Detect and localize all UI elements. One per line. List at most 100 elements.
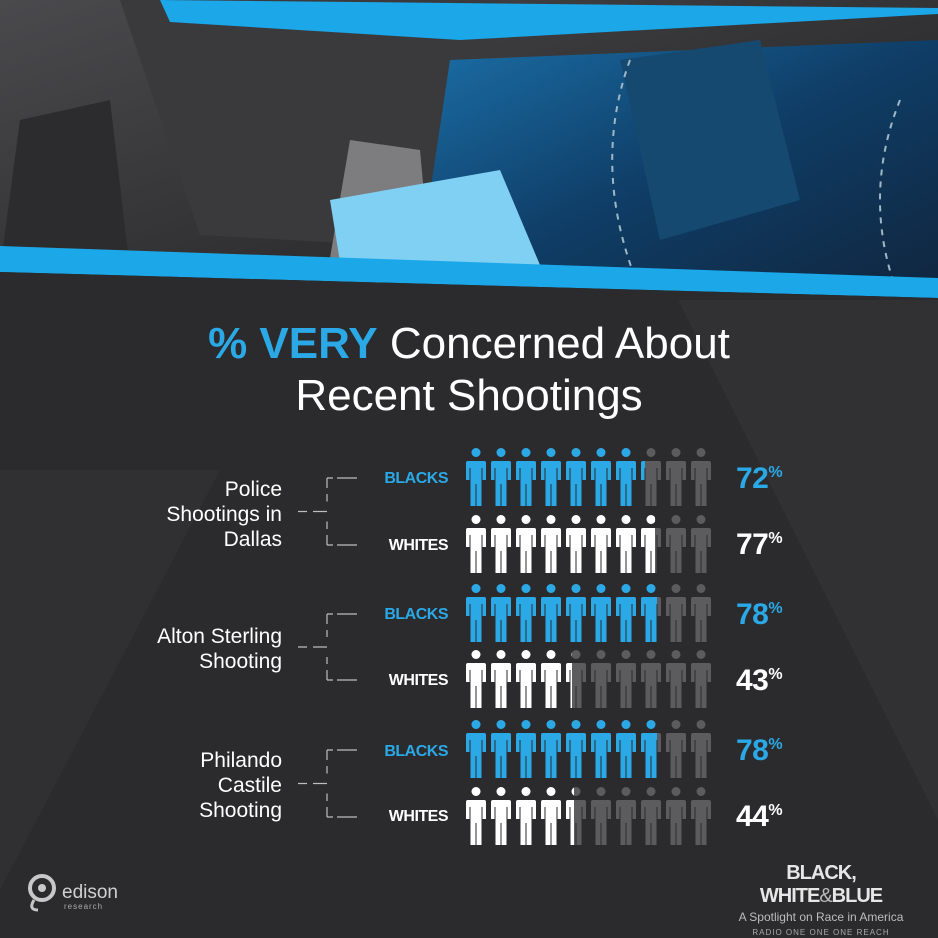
person-icon: [616, 720, 636, 778]
series-label-blacks: BLACKS: [384, 470, 448, 487]
group-bracket: [298, 613, 357, 681]
person-icon: [541, 787, 561, 845]
person-icon: [466, 720, 486, 778]
person-icon: [491, 448, 511, 506]
header-photo: [0, 0, 938, 300]
person-icon: [666, 448, 686, 506]
person-icon: [566, 787, 586, 845]
person-icon: [466, 584, 486, 642]
value-unit: %: [768, 530, 783, 547]
pictograph-row: [466, 720, 711, 778]
series-label-whites: WHITES: [388, 537, 449, 554]
value-unit: %: [768, 736, 783, 753]
value-number: 72: [736, 462, 769, 495]
group-label-line: Philando: [200, 749, 282, 772]
person-icon: [666, 787, 686, 845]
value-unit: %: [768, 802, 783, 819]
group-label-line: Shooting: [199, 799, 282, 822]
person-icon: [541, 448, 561, 506]
value-unit: %: [768, 666, 783, 683]
person-icon: [491, 650, 511, 708]
person-icon: [466, 787, 486, 845]
person-icon: [491, 787, 511, 845]
value-label: 78%: [736, 734, 783, 768]
value-number: 78: [736, 734, 769, 767]
pictograph-row: [466, 787, 711, 845]
person-icon: [616, 787, 636, 845]
edison-logo-mark: [28, 874, 56, 912]
value-number: 78: [736, 598, 769, 631]
series-label-blacks: BLACKS: [384, 606, 448, 623]
person-icon: [491, 720, 511, 778]
person-icon: [566, 515, 586, 573]
pictograph-row: [466, 448, 711, 506]
group-label-line: Dallas: [223, 528, 282, 551]
group-label-dallas: Police Shootings in Dallas: [166, 477, 282, 552]
value-label: 44%: [736, 800, 783, 834]
title-highlight: % VERY: [208, 319, 378, 368]
value-label: 78%: [736, 598, 783, 632]
person-icon: [691, 448, 711, 506]
person-icon: [541, 650, 561, 708]
person-icon: [591, 515, 611, 573]
person-icon: [466, 448, 486, 506]
person-icon: [591, 720, 611, 778]
person-icon: [491, 515, 511, 573]
person-icon: [566, 448, 586, 506]
person-icon: [491, 584, 511, 642]
person-icon: [666, 584, 686, 642]
person-icon: [691, 720, 711, 778]
person-icon: [641, 448, 661, 506]
group-bracket-tick: [327, 477, 333, 546]
brand-title-part: BLACK, WHITE: [759, 862, 857, 907]
person-icon: [691, 584, 711, 642]
person-icon: [641, 515, 661, 573]
brand-block: BLACK, WHITE&BLUE A Spotlight on Race in…: [726, 862, 916, 937]
person-icon: [616, 448, 636, 506]
background-facet-left: [0, 470, 220, 890]
person-icon: [541, 515, 561, 573]
group-label-line: Castile: [217, 774, 282, 797]
logo-name: edison: [62, 882, 118, 903]
person-icon: [641, 650, 661, 708]
person-icon: [591, 650, 611, 708]
group-label-line: Shootings in: [166, 503, 282, 526]
value-label: 77%: [736, 528, 783, 562]
person-icon: [516, 787, 536, 845]
person-icon: [466, 650, 486, 708]
group-bracket: [298, 477, 357, 546]
person-icon: [641, 787, 661, 845]
logo-sub: research: [64, 902, 104, 911]
pictograph-row: [466, 515, 711, 573]
person-icon: [566, 720, 586, 778]
brand-title-amp: &: [819, 885, 832, 907]
group-bracket-tick: [327, 749, 333, 818]
group-label-line: Shooting: [199, 650, 282, 673]
series-label-whites: WHITES: [388, 672, 449, 689]
series-label-blacks: BLACKS: [384, 743, 448, 760]
partner-logos: RADIO ONE ONE ONE REACH: [752, 928, 890, 937]
person-icon: [691, 787, 711, 845]
value-label: 43%: [736, 664, 783, 698]
brand-title: BLACK, WHITE&BLUE: [726, 862, 916, 908]
person-icon: [616, 650, 636, 708]
pictograph-row: [466, 584, 711, 642]
series-label-whites: WHITES: [388, 808, 449, 825]
group-label-line: Alton Sterling: [157, 625, 282, 648]
group-label-sterling: Alton Sterling Shooting: [157, 624, 282, 674]
person-icon: [516, 650, 536, 708]
chart-title: % VERY Concerned About Recent Shootings: [0, 318, 938, 422]
value-unit: %: [768, 464, 783, 481]
person-icon: [466, 515, 486, 573]
title-line2: Recent Shootings: [295, 371, 643, 420]
title-line1: Concerned About: [389, 319, 730, 368]
person-icon: [566, 584, 586, 642]
person-icon: [516, 720, 536, 778]
edison-logo: edison research: [26, 868, 118, 917]
group-bracket: [298, 749, 357, 818]
person-icon: [591, 787, 611, 845]
value-number: 44: [736, 800, 769, 833]
value-unit: %: [768, 600, 783, 617]
